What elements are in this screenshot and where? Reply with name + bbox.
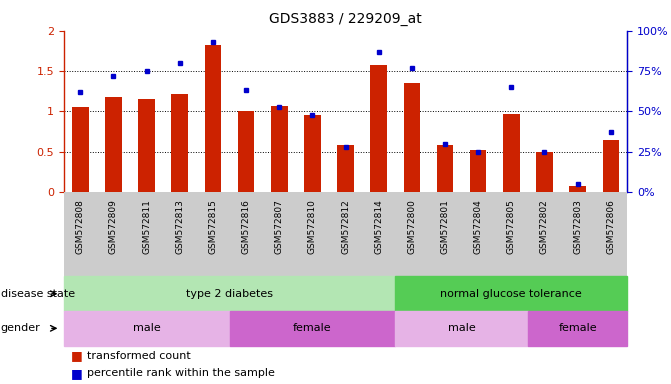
Text: GSM572804: GSM572804: [474, 199, 482, 253]
Text: ■: ■: [70, 349, 83, 362]
Text: transformed count: transformed count: [87, 351, 191, 361]
Bar: [528, 311, 627, 346]
Bar: [304, 115, 321, 192]
Bar: [229, 311, 395, 346]
Text: GSM572807: GSM572807: [274, 199, 284, 254]
Text: normal glucose tolerance: normal glucose tolerance: [440, 289, 582, 299]
Bar: [105, 97, 121, 192]
Text: percentile rank within the sample: percentile rank within the sample: [87, 368, 275, 378]
Text: GSM572814: GSM572814: [374, 199, 383, 253]
Text: GSM572808: GSM572808: [76, 199, 85, 254]
Bar: [172, 94, 188, 192]
Text: male: male: [448, 323, 476, 333]
Bar: [72, 108, 89, 192]
Text: female: female: [293, 323, 331, 333]
Text: GSM572815: GSM572815: [209, 199, 217, 254]
Text: gender: gender: [1, 323, 40, 333]
Bar: [205, 45, 221, 192]
Bar: [64, 276, 395, 311]
Bar: [338, 145, 354, 192]
Bar: [403, 83, 420, 192]
Bar: [64, 311, 229, 346]
Text: GSM572800: GSM572800: [407, 199, 417, 254]
Text: ■: ■: [70, 367, 83, 380]
Text: type 2 diabetes: type 2 diabetes: [186, 289, 273, 299]
Text: GSM572803: GSM572803: [573, 199, 582, 254]
Text: GSM572816: GSM572816: [242, 199, 250, 254]
Text: GSM572802: GSM572802: [540, 199, 549, 253]
Text: GSM572809: GSM572809: [109, 199, 118, 254]
Text: male: male: [133, 323, 160, 333]
Bar: [238, 111, 254, 192]
Text: GSM572813: GSM572813: [175, 199, 185, 254]
Bar: [603, 140, 619, 192]
Bar: [437, 145, 454, 192]
Bar: [271, 106, 288, 192]
Text: GSM572812: GSM572812: [341, 199, 350, 253]
Bar: [138, 99, 155, 192]
Text: GSM572806: GSM572806: [607, 199, 615, 254]
Bar: [503, 114, 519, 192]
Bar: [570, 186, 586, 192]
Bar: [395, 276, 627, 311]
Bar: [370, 65, 387, 192]
Bar: [536, 152, 553, 192]
Bar: [470, 150, 486, 192]
Text: female: female: [558, 323, 597, 333]
Text: GSM572811: GSM572811: [142, 199, 151, 254]
Bar: [395, 311, 528, 346]
Text: GSM572805: GSM572805: [507, 199, 516, 254]
Text: GSM572801: GSM572801: [441, 199, 450, 254]
Text: disease state: disease state: [1, 289, 74, 299]
Text: GSM572810: GSM572810: [308, 199, 317, 254]
Text: GDS3883 / 229209_at: GDS3883 / 229209_at: [269, 12, 422, 25]
